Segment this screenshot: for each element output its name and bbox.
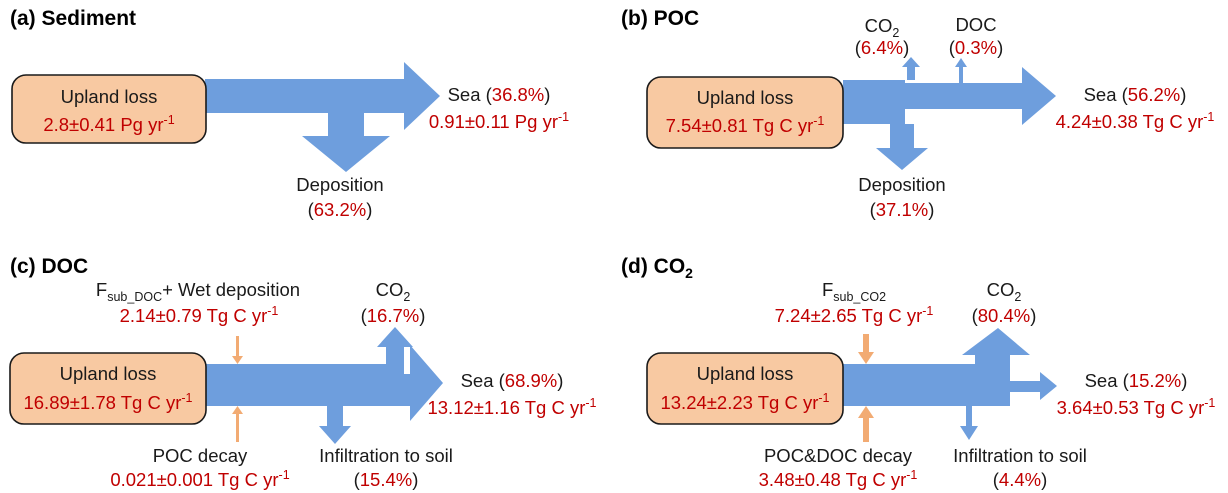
inflow-bottom-arrow	[858, 406, 874, 442]
co2-percent: (16.7%)	[361, 305, 426, 326]
sea-flow-arrow	[1010, 372, 1057, 400]
deposition-label: Deposition	[296, 174, 383, 195]
infiltration-label: Infiltration to soil	[319, 445, 453, 466]
box-label: Upland loss	[697, 87, 794, 108]
sea-value: 3.64±0.53 Tg C yr-1	[1057, 396, 1216, 418]
sea-label: Sea (68.9%)	[461, 370, 564, 391]
deposition-percent: (63.2%)	[308, 199, 373, 220]
inflow-bottom-label: POC&DOC decay	[764, 445, 913, 466]
inflow-top-value: 7.24±2.65 Tg C yr-1	[775, 304, 934, 326]
box-value: 16.89±1.78 Tg C yr-1	[23, 391, 192, 413]
panel-title: (a) Sediment	[10, 7, 136, 30]
inflow-top-label: Fsub_DOC+ Wet deposition	[96, 279, 300, 304]
co2-flow-arrow	[962, 328, 1030, 364]
deposition-flow-arrow	[876, 124, 928, 170]
box-label: Upland loss	[697, 363, 794, 384]
infiltration-label: Infiltration to soil	[953, 445, 1087, 466]
panel-poc: (b) POC Upland loss 7.54±0.81 Tg C yr-1 …	[621, 7, 1214, 220]
box-label: Upland loss	[61, 86, 158, 107]
co2-flow-arrow	[377, 327, 413, 374]
deposition-flow-arrow	[302, 113, 390, 172]
doc-label: DOC	[955, 14, 996, 35]
inflow-bottom-label: POC decay	[153, 445, 248, 466]
sea-label: Sea (56.2%)	[1084, 84, 1187, 105]
panel-doc: (c) DOC Upland loss 16.89±1.78 Tg C yr-1…	[9, 255, 597, 490]
box-label: Upland loss	[60, 363, 157, 384]
sea-flow-arrow	[205, 62, 440, 130]
panel-title: (b) POC	[621, 7, 699, 30]
infiltration-flow-arrow	[960, 406, 978, 440]
doc-flow-arrow	[955, 58, 967, 83]
main-flow-band	[843, 364, 1010, 406]
upland-loss-box	[646, 352, 844, 425]
panel-title: (d) CO2	[621, 255, 693, 281]
inflow-bottom-value: 0.021±0.001 Tg C yr-1	[110, 468, 289, 490]
co2-label: CO2	[376, 279, 411, 304]
box-value: 7.54±0.81 Tg C yr-1	[666, 114, 825, 136]
infiltration-percent: (15.4%)	[354, 469, 419, 490]
deposition-percent: (37.1%)	[870, 199, 935, 220]
sea-flow-arrow	[205, 345, 443, 421]
deposition-label: Deposition	[858, 174, 945, 195]
inflow-bottom-value: 3.48±0.48 Tg C yr-1	[759, 468, 918, 490]
upland-loss-box	[11, 74, 207, 144]
upland-loss-box	[9, 352, 207, 425]
panel-title: (c) DOC	[10, 255, 88, 278]
sea-value: 4.24±0.38 Tg C yr-1	[1056, 110, 1215, 132]
inflow-bottom-arrow	[232, 406, 243, 442]
box-value: 2.8±0.41 Pg yr-1	[43, 113, 174, 135]
sea-flow-arrow	[843, 67, 1056, 125]
co2-percent: (6.4%)	[855, 37, 910, 58]
inflow-top-label: Fsub_CO2	[822, 279, 886, 304]
infiltration-percent: (4.4%)	[993, 469, 1048, 490]
sea-value: 0.91±0.11 Pg yr-1	[429, 110, 569, 132]
sea-label: Sea (15.2%)	[1085, 370, 1188, 391]
inflow-top-arrow	[858, 334, 874, 364]
co2-flow-arrow	[902, 57, 920, 80]
co2-label: CO2	[987, 279, 1022, 304]
doc-percent: (0.3%)	[949, 37, 1004, 58]
co2-label: CO2	[865, 15, 900, 40]
upland-loss-box	[646, 76, 844, 149]
panel-co2: (d) CO2 Upland loss 13.24±2.23 Tg C yr-1…	[621, 255, 1215, 490]
sea-label: Sea (36.8%)	[448, 84, 551, 105]
inflow-top-value: 2.14±0.79 Tg C yr-1	[120, 304, 279, 326]
infiltration-flow-arrow	[319, 406, 351, 444]
co2-percent: (80.4%)	[972, 305, 1037, 326]
box-value: 13.24±2.23 Tg C yr-1	[660, 391, 829, 413]
sea-value: 13.12±1.16 Tg C yr-1	[427, 396, 596, 418]
panel-sediment: (a) Sediment Upland loss 2.8±0.41 Pg yr-…	[10, 7, 569, 220]
inflow-top-arrow	[232, 336, 243, 364]
flow-taper	[843, 80, 905, 124]
